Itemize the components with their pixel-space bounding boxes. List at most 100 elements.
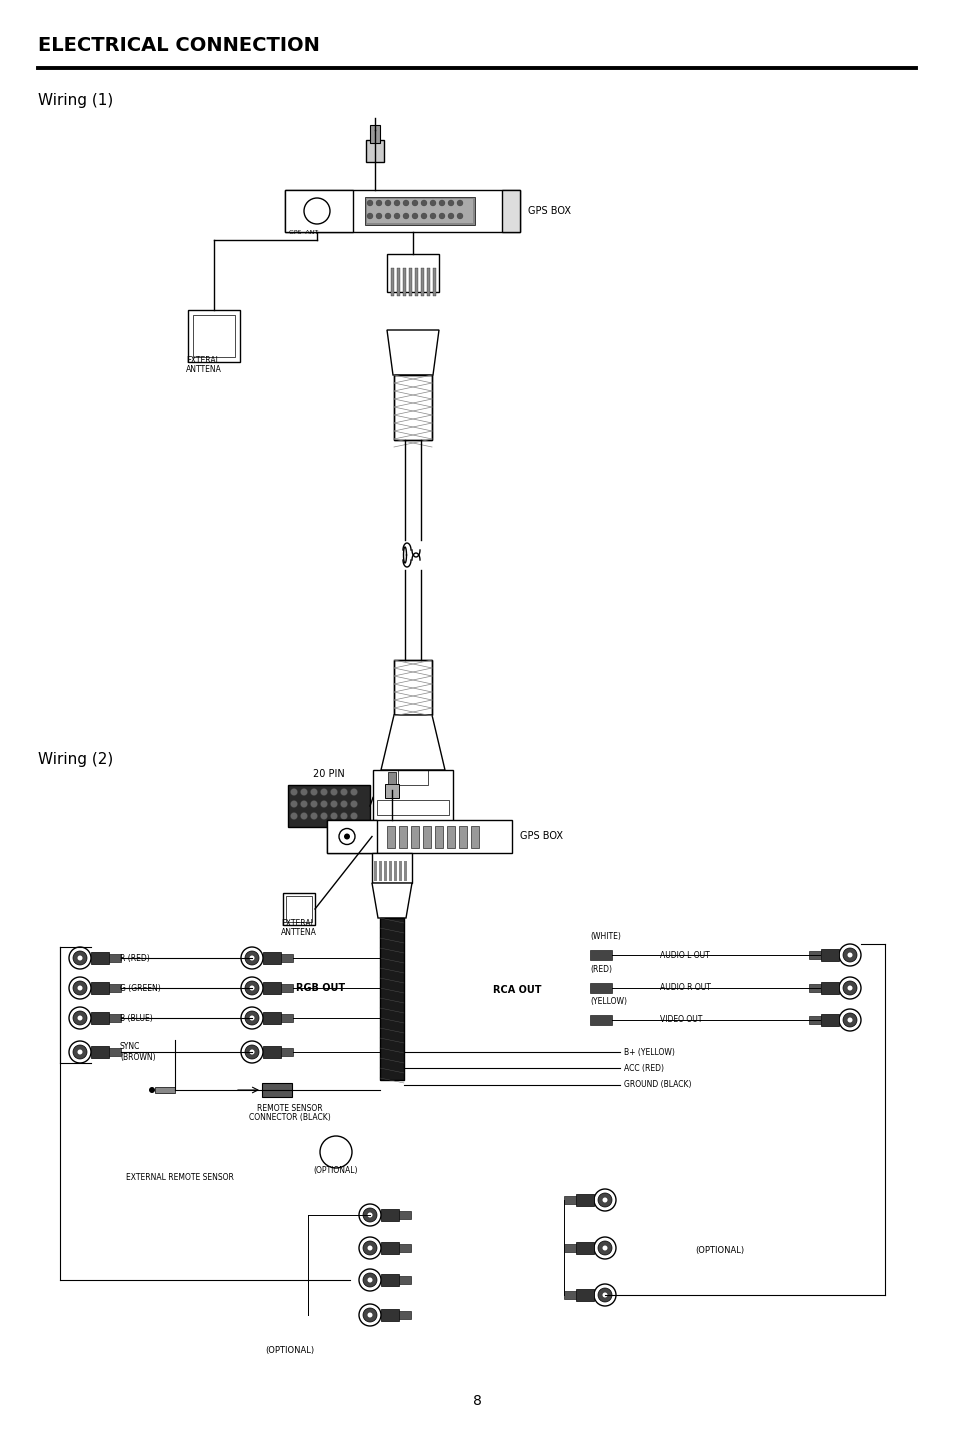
Bar [563,1292,576,1299]
Circle shape [420,213,427,219]
Circle shape [304,198,330,223]
Circle shape [594,1237,616,1259]
Text: EXTERAL: EXTERAL [186,357,219,365]
Bar [397,770,428,785]
Bar [109,984,121,992]
Bar [422,826,431,848]
Bar [154,1087,174,1093]
Circle shape [385,213,391,219]
Circle shape [358,1204,380,1226]
Bar [563,1196,576,1204]
Bar [193,315,234,357]
Circle shape [310,800,317,808]
Circle shape [340,789,347,796]
Circle shape [430,213,436,219]
Circle shape [300,812,307,819]
Circle shape [363,1307,376,1322]
Text: ANTTENA: ANTTENA [186,365,222,374]
Circle shape [69,977,91,1000]
Text: AUDIO L OUT: AUDIO L OUT [659,951,709,959]
Bar [398,1211,411,1219]
Circle shape [330,789,337,796]
Circle shape [394,200,399,206]
Bar [576,1194,594,1206]
Circle shape [300,800,307,808]
Text: ELECTRICAL CONNECTION: ELECTRICAL CONNECTION [38,36,319,54]
Bar [808,951,821,959]
Circle shape [412,200,417,206]
Circle shape [77,955,82,961]
Bar [263,1045,281,1058]
Circle shape [250,1050,254,1054]
Text: Wiring (1): Wiring (1) [38,93,113,107]
Circle shape [367,1313,372,1317]
Circle shape [310,789,317,796]
Circle shape [241,1007,263,1030]
Circle shape [375,213,381,219]
Bar [91,952,109,964]
Text: GPS BOX: GPS BOX [527,206,571,216]
Circle shape [330,800,337,808]
Circle shape [430,200,436,206]
Bar [415,268,417,296]
Circle shape [291,789,297,796]
Bar [374,861,376,881]
Bar [391,268,394,296]
Bar [367,199,473,223]
Circle shape [456,213,462,219]
Bar [285,190,519,232]
Circle shape [73,1045,87,1060]
Bar [576,1242,594,1254]
Circle shape [602,1246,607,1250]
Circle shape [838,977,861,1000]
Text: RCA OUT: RCA OUT [493,985,541,995]
Circle shape [77,1050,82,1054]
Bar [91,1012,109,1024]
Bar [379,918,403,1080]
Circle shape [375,200,381,206]
Circle shape [245,951,258,965]
Text: (OPTIONAL): (OPTIONAL) [265,1346,314,1355]
Bar [394,660,432,715]
Circle shape [846,952,852,958]
Circle shape [245,1011,258,1025]
Text: G (GREEN): G (GREEN) [120,984,161,992]
Circle shape [69,1041,91,1063]
Bar [447,826,455,848]
Bar [91,982,109,994]
Polygon shape [372,884,412,918]
Bar [403,861,407,881]
Circle shape [358,1237,380,1259]
Circle shape [300,789,307,796]
Text: REMOTE SENSOR: REMOTE SENSOR [257,1104,322,1113]
Circle shape [598,1242,612,1254]
Bar [281,1048,293,1055]
Circle shape [358,1269,380,1292]
Bar [389,861,392,881]
Bar [427,268,430,296]
Circle shape [149,1087,154,1093]
Polygon shape [387,329,438,375]
Bar [821,1014,838,1025]
Circle shape [363,1209,376,1221]
Circle shape [330,812,337,819]
Text: EXTERAL: EXTERAL [281,919,314,928]
Circle shape [367,1246,372,1250]
Bar [394,375,432,440]
Bar [589,982,612,992]
Bar [365,198,475,225]
Bar [398,1244,411,1252]
Bar [109,954,121,962]
Bar [380,1209,398,1221]
Circle shape [842,1012,856,1027]
Bar [376,800,449,815]
Circle shape [842,981,856,995]
Bar [281,954,293,962]
Circle shape [350,812,357,819]
Bar [394,375,432,440]
Bar [373,770,453,825]
Circle shape [245,1045,258,1060]
Text: RGB OUT: RGB OUT [295,982,345,992]
Circle shape [73,951,87,965]
Bar [370,125,379,143]
